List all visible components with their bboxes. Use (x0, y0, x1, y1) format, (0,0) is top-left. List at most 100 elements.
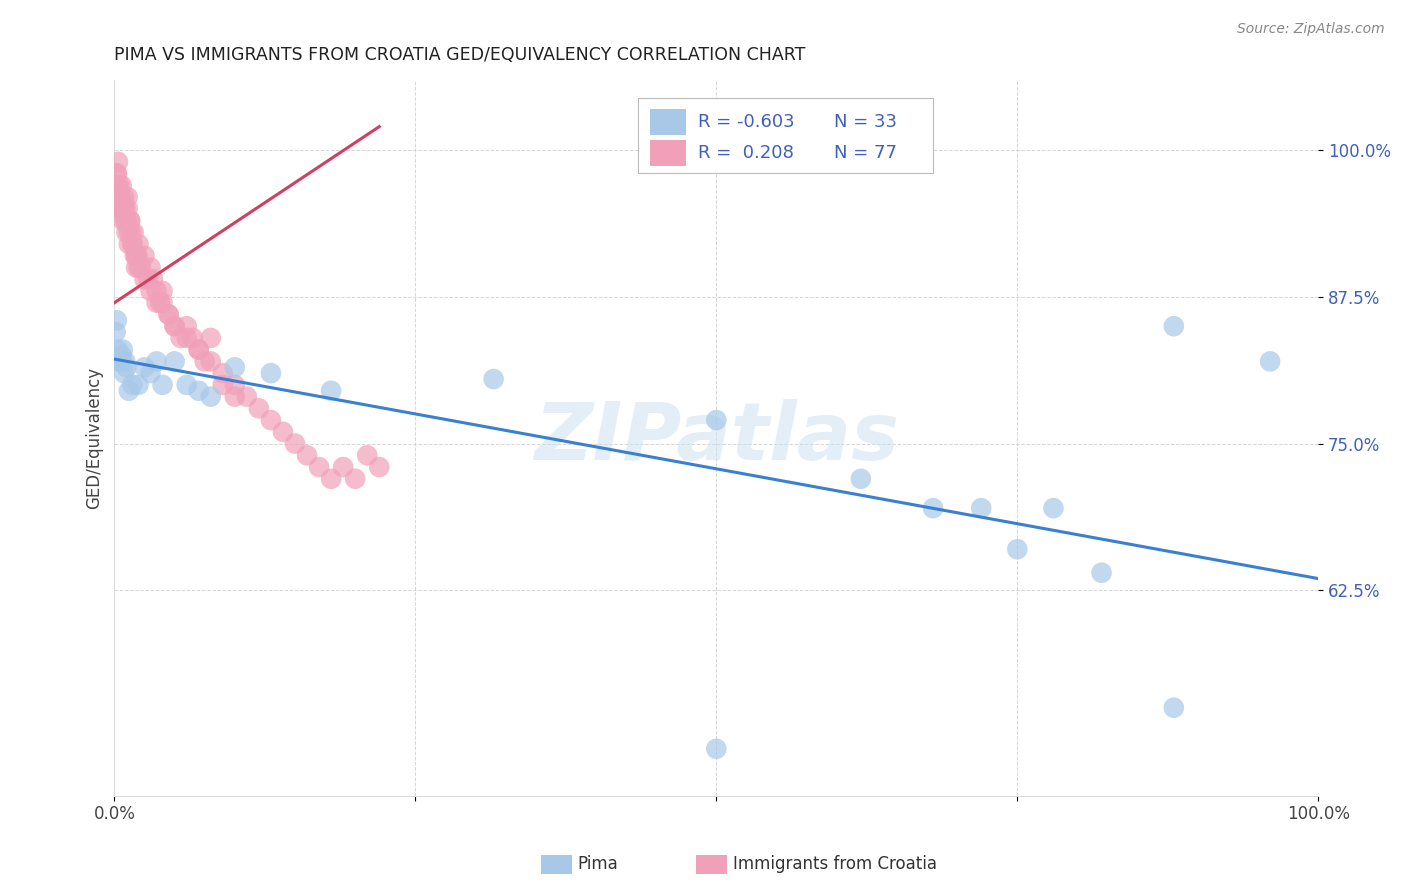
Point (319, 472, 342, 486)
Point (169, 331, 191, 345)
Point (236, 390, 259, 404)
Point (145, 354, 167, 368)
Text: Pima: Pima (578, 855, 619, 873)
Point (104, 190, 127, 204)
FancyBboxPatch shape (650, 140, 686, 166)
Point (224, 390, 246, 404)
Point (127, 260, 149, 275)
Point (115, 225, 138, 239)
Point (145, 284, 167, 298)
Point (134, 360, 156, 375)
Text: Immigrants from Croatia: Immigrants from Croatia (733, 855, 936, 873)
Point (181, 331, 204, 345)
Point (200, 331, 222, 345)
Point (332, 460, 354, 475)
Point (1258, 354, 1281, 368)
Point (108, 354, 131, 368)
Point (120, 225, 142, 239)
Text: R =  0.208: R = 0.208 (699, 144, 794, 161)
Point (115, 360, 138, 375)
Point (118, 225, 141, 239)
Point (107, 178, 129, 193)
Point (136, 272, 159, 286)
Point (105, 313, 128, 327)
Point (127, 377, 149, 392)
Point (111, 202, 134, 216)
Point (1163, 319, 1185, 334)
Point (105, 167, 128, 181)
Point (224, 360, 246, 375)
Text: N = 77: N = 77 (834, 144, 897, 161)
Point (922, 501, 945, 516)
Point (110, 354, 132, 368)
Text: N = 33: N = 33 (834, 113, 897, 131)
Point (120, 213, 142, 227)
Point (121, 377, 143, 392)
Point (121, 237, 143, 252)
Point (114, 354, 136, 368)
Point (111, 349, 134, 363)
Point (134, 272, 156, 286)
Point (260, 413, 283, 427)
Point (163, 319, 186, 334)
Point (163, 354, 186, 368)
Point (187, 384, 209, 398)
Point (187, 343, 209, 357)
Point (176, 377, 198, 392)
Point (176, 319, 198, 334)
Point (271, 425, 294, 439)
Point (115, 213, 138, 227)
Point (200, 390, 222, 404)
Point (105, 167, 128, 181)
Point (114, 202, 136, 216)
Point (111, 213, 134, 227)
Text: ZIPatlas: ZIPatlas (534, 399, 898, 476)
Point (110, 190, 132, 204)
Point (127, 237, 149, 252)
Y-axis label: GED/Equivalency: GED/Equivalency (86, 367, 103, 508)
Point (368, 460, 391, 475)
Point (1042, 501, 1064, 516)
Point (139, 260, 162, 275)
Point (211, 366, 233, 380)
Point (122, 225, 145, 239)
Point (142, 272, 165, 286)
Point (319, 384, 342, 398)
Point (104, 325, 127, 339)
Point (127, 249, 149, 263)
Text: R = -0.603: R = -0.603 (699, 113, 794, 131)
Point (482, 372, 505, 386)
Point (152, 377, 174, 392)
Point (111, 202, 134, 216)
Point (120, 213, 142, 227)
Point (112, 202, 135, 216)
Point (125, 249, 148, 263)
Text: PIMA VS IMMIGRANTS FROM CROATIA GED/EQUIVALENCY CORRELATION CHART: PIMA VS IMMIGRANTS FROM CROATIA GED/EQUI… (114, 46, 806, 64)
Point (224, 377, 246, 392)
Point (112, 366, 135, 380)
Point (111, 343, 134, 357)
Point (145, 295, 167, 310)
Point (1090, 566, 1112, 580)
Point (157, 308, 180, 322)
Point (118, 384, 141, 398)
Point (107, 343, 129, 357)
Point (295, 448, 318, 462)
Point (149, 295, 172, 310)
FancyBboxPatch shape (650, 109, 686, 135)
Point (344, 472, 367, 486)
Point (107, 154, 129, 169)
Point (194, 354, 217, 368)
Point (247, 401, 270, 416)
Point (134, 249, 156, 263)
Point (124, 249, 146, 263)
Point (111, 178, 134, 193)
Point (157, 308, 180, 322)
Point (163, 319, 186, 334)
Point (104, 178, 127, 193)
Point (139, 366, 162, 380)
FancyBboxPatch shape (638, 97, 934, 173)
Point (260, 366, 283, 380)
Point (118, 237, 141, 252)
Point (308, 460, 330, 475)
